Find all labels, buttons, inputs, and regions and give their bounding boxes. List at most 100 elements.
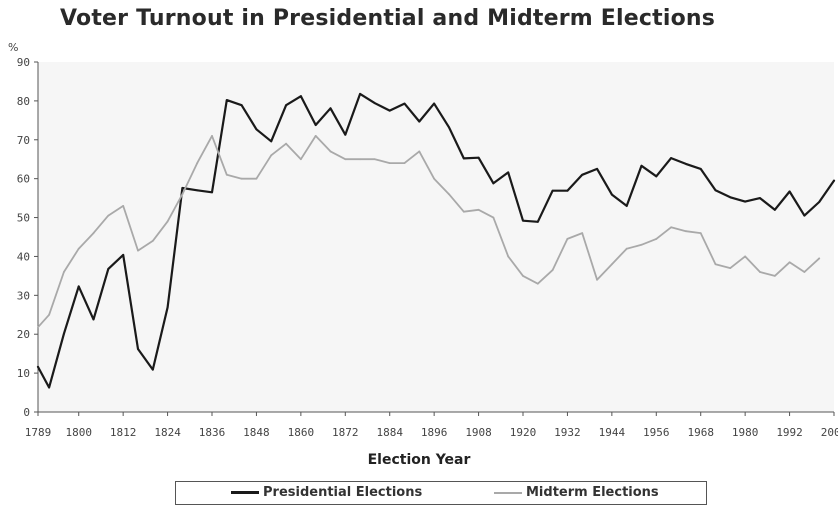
- presidential-data-point: [625, 204, 628, 207]
- midterm-data-point: [699, 232, 702, 235]
- legend-item-midterm: Midterm Elections: [494, 485, 659, 500]
- midterm-data-point: [729, 267, 732, 270]
- midterm-data-point: [433, 177, 436, 180]
- presidential-data-point: [270, 140, 273, 143]
- presidential-data-point: [448, 126, 450, 129]
- presidential-data-point: [37, 365, 39, 368]
- x-tick-label: 1920: [510, 426, 537, 439]
- midterm-data-point: [418, 150, 421, 153]
- presidential-data-point: [63, 332, 65, 335]
- midterm-data-point: [685, 230, 687, 233]
- presidential-data-point: [329, 107, 332, 110]
- midterm-data-point: [285, 142, 287, 145]
- presidential-data-point: [522, 219, 524, 222]
- x-tick-label: 1944: [599, 426, 626, 439]
- midterm-data-point: [788, 261, 791, 264]
- midterm-data-point: [818, 257, 821, 260]
- presidential-data-point: [388, 109, 391, 112]
- presidential-data-point: [48, 386, 51, 389]
- y-tick-label: 40: [17, 250, 30, 263]
- x-axis-title: Election Year: [367, 452, 471, 468]
- presidential-data-point: [566, 189, 569, 192]
- midterm-data-point: [374, 158, 376, 161]
- midterm-data-point: [211, 134, 213, 137]
- presidential-data-point: [596, 168, 598, 170]
- midterm-data-point: [462, 210, 465, 213]
- midterm-data-point: [492, 216, 495, 219]
- midterm-data-point: [270, 154, 273, 157]
- midterm-data-point: [166, 220, 169, 223]
- midterm-data-point: [655, 238, 658, 240]
- midterm-data-point: [329, 150, 332, 153]
- presidential-data-point: [314, 124, 317, 126]
- legend-swatch-presidential: [231, 491, 259, 494]
- midterm-data-point: [448, 193, 450, 196]
- presidential-data-point: [655, 175, 658, 178]
- midterm-data-point: [151, 239, 154, 242]
- y-tick-label: 0: [23, 406, 30, 419]
- y-tick-label: 70: [17, 134, 30, 147]
- presidential-data-point: [211, 191, 213, 194]
- x-tick-label: 1980: [732, 426, 759, 439]
- midterm-data-point: [137, 249, 139, 252]
- presidential-data-point: [462, 157, 465, 160]
- midterm-data-point: [640, 243, 643, 246]
- presidential-data-point: [299, 95, 302, 98]
- series-lines: [36, 92, 836, 389]
- midterm-data-point: [299, 158, 302, 161]
- presidential-data-point: [833, 179, 835, 182]
- presidential-data-point: [699, 168, 702, 170]
- midterm-data-point: [714, 263, 717, 266]
- midterm-data-point: [255, 177, 258, 180]
- midterm-data-point: [48, 313, 51, 316]
- presidential-data-point: [551, 189, 554, 192]
- midterm-data-point: [507, 255, 510, 258]
- x-tick-label: 1800: [65, 426, 92, 439]
- presidential-data-point: [240, 104, 243, 107]
- midterm-data-point: [744, 255, 747, 258]
- x-tick-label: 1992: [776, 426, 803, 439]
- x-tick-label: 2004: [821, 426, 838, 439]
- midterm-data-point: [122, 204, 125, 207]
- presidential-data-point: [773, 208, 776, 211]
- presidential-data-point: [433, 102, 436, 105]
- chart-legend: Presidential Elections Midterm Elections: [175, 481, 707, 505]
- x-tick-label: 1836: [199, 426, 226, 439]
- presidential-data-point: [803, 214, 806, 217]
- presidential-data-point: [685, 162, 687, 165]
- y-tick-label: 90: [17, 56, 30, 69]
- presidential-data-point: [640, 164, 643, 167]
- midterm-data-point: [536, 282, 539, 285]
- y-axis: 0 10 20 30 40 50 60 70 80 90: [17, 56, 39, 419]
- legend-item-presidential: Presidential Elections: [231, 485, 422, 500]
- y-tick-label: 10: [17, 367, 30, 380]
- midterm-data-point: [522, 274, 524, 277]
- midterm-data-point: [240, 177, 243, 180]
- midterm-data-point: [477, 208, 480, 211]
- x-tick-label: 1896: [421, 426, 448, 439]
- presidential-data-point: [92, 318, 95, 321]
- presidential-data-point: [477, 156, 480, 159]
- plot-area-background: [38, 62, 834, 412]
- x-tick-label: 1860: [288, 426, 315, 439]
- midterm-data-point: [596, 278, 598, 281]
- presidential-data-point: [744, 200, 747, 203]
- x-tick-label: 1956: [643, 426, 670, 439]
- presidential-data-point: [122, 253, 125, 256]
- midterm-data-point: [610, 263, 613, 266]
- presidential-data-point: [285, 104, 287, 107]
- presidential-data-point: [818, 201, 821, 203]
- midterm-data-point: [63, 271, 65, 273]
- chart-title: Voter Turnout in Presidential and Midter…: [60, 6, 716, 31]
- midterm-data-point: [625, 247, 628, 250]
- midterm-data-point: [37, 326, 39, 329]
- x-tick-label: 1908: [465, 426, 492, 439]
- y-tick-label: 60: [17, 173, 30, 186]
- presidential-data-point: [196, 189, 199, 192]
- presidential-data-point: [403, 102, 406, 105]
- x-tick-label: 1789: [25, 426, 52, 439]
- x-axis: 1789 1800 1812 1824 1836 1848 1860 1872 1884 1896…: [25, 411, 838, 439]
- x-tick-label: 1812: [110, 426, 137, 439]
- midterm-data-point: [403, 162, 406, 165]
- presidential-data-point: [107, 267, 110, 270]
